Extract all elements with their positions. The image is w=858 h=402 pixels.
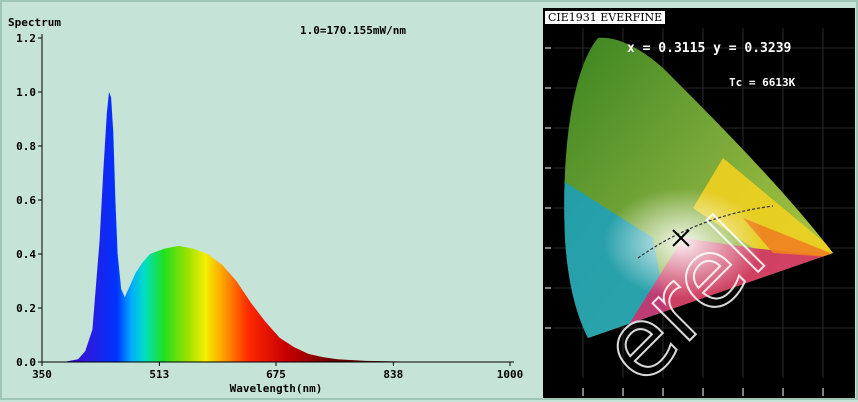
y-axis: 0.0 0.2 0.4 0.6 0.8 1.0 1.2 <box>16 32 43 369</box>
y-tick-label: 0.0 <box>16 356 36 369</box>
plot-area <box>42 92 510 362</box>
cie-diagram: erel x = 0.3115 y = 0.3239 Tc = 6613K <box>545 28 855 402</box>
x-tick-label: 513 <box>149 368 169 381</box>
y-tick-label: 0.8 <box>16 140 36 153</box>
y-tick-label: 0.6 <box>16 194 36 207</box>
spectrum-title: Spectrum <box>8 16 61 29</box>
y-tick-label: 0.2 <box>16 302 36 315</box>
cie-diagram-panel: erel x = 0.3115 y = 0.3239 Tc = 6613K CI… <box>543 8 855 402</box>
cie-title: CIE1931 EVERFINE <box>545 11 666 24</box>
cie-axis-ticks <box>545 47 824 396</box>
cie-cct: Tc = 6613K <box>729 76 796 89</box>
spectrum-area <box>42 92 510 362</box>
x-tick-label: 350 <box>32 368 52 381</box>
x-tick-label: 1000 <box>497 368 524 381</box>
y-tick-label: 0.4 <box>16 248 36 261</box>
y-tick-label: 1.0 <box>16 86 36 99</box>
x-tick-label: 838 <box>383 368 403 381</box>
scale-note: 1.0=170.155mW/nm <box>300 24 406 37</box>
x-axis-label: Wavelength(nm) <box>230 382 323 395</box>
planckian-locus <box>637 205 774 259</box>
chromaticity-marker <box>672 229 690 247</box>
spectrum-chart: Spectrum 1.0=170.155mW/nm 0.00.20.40.60.… <box>8 16 524 395</box>
cie-coordinates: x = 0.3115 y = 0.3239 <box>627 41 791 56</box>
x-tick-label: 675 <box>266 368 286 381</box>
x-axis: 350 513 675 838 1000 <box>32 361 524 381</box>
y-tick-label: 1.2 <box>16 32 36 45</box>
